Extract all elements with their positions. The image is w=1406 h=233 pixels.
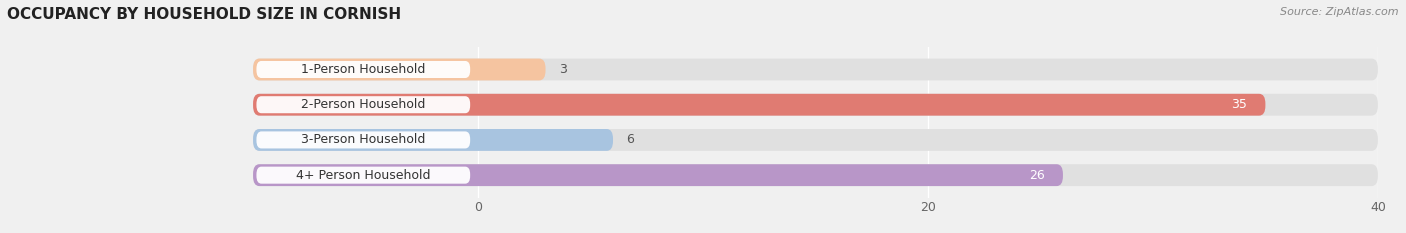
Text: Source: ZipAtlas.com: Source: ZipAtlas.com — [1281, 7, 1399, 17]
FancyBboxPatch shape — [256, 131, 470, 148]
FancyBboxPatch shape — [253, 164, 1063, 186]
FancyBboxPatch shape — [256, 96, 470, 113]
FancyBboxPatch shape — [256, 61, 470, 78]
FancyBboxPatch shape — [253, 58, 546, 80]
FancyBboxPatch shape — [256, 167, 470, 184]
Text: 35: 35 — [1232, 98, 1247, 111]
FancyBboxPatch shape — [253, 94, 1265, 116]
Text: 26: 26 — [1029, 169, 1045, 182]
Text: OCCUPANCY BY HOUSEHOLD SIZE IN CORNISH: OCCUPANCY BY HOUSEHOLD SIZE IN CORNISH — [7, 7, 401, 22]
Text: 3-Person Household: 3-Person Household — [301, 134, 426, 146]
Text: 1-Person Household: 1-Person Household — [301, 63, 426, 76]
FancyBboxPatch shape — [253, 129, 1378, 151]
Text: 4+ Person Household: 4+ Person Household — [297, 169, 430, 182]
FancyBboxPatch shape — [253, 58, 1378, 80]
Text: 3: 3 — [560, 63, 567, 76]
FancyBboxPatch shape — [253, 164, 1378, 186]
Text: 2-Person Household: 2-Person Household — [301, 98, 426, 111]
FancyBboxPatch shape — [253, 129, 613, 151]
Text: 6: 6 — [627, 134, 634, 146]
FancyBboxPatch shape — [253, 94, 1378, 116]
